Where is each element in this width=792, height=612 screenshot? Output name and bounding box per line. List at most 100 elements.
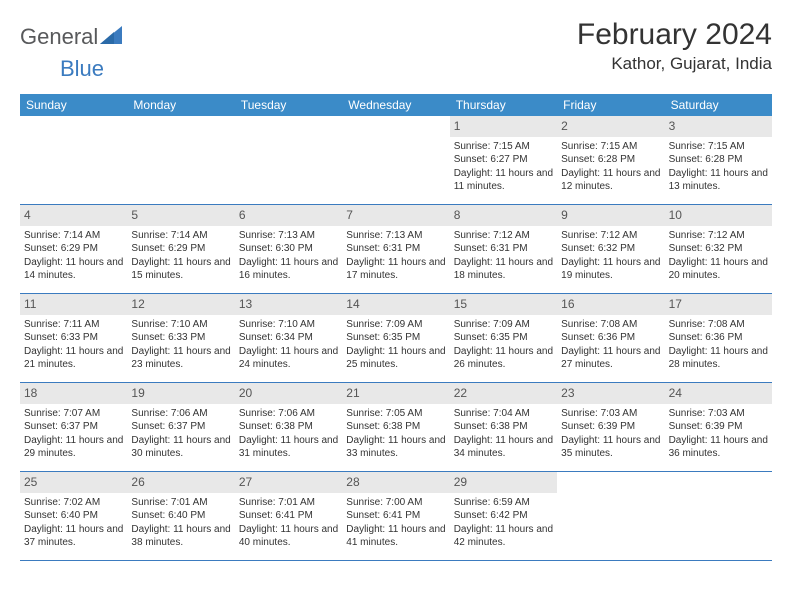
day-cell: 28Sunrise: 7:00 AMSunset: 6:41 PMDayligh…: [342, 472, 449, 560]
daylight-text: Daylight: 11 hours and 17 minutes.: [346, 256, 445, 283]
sunset-text: Sunset: 6:31 PM: [346, 242, 445, 256]
sunrise-text: Sunrise: 7:03 AM: [669, 407, 768, 421]
day-cell: 2Sunrise: 7:15 AMSunset: 6:28 PMDaylight…: [557, 116, 664, 204]
day-cell: 21Sunrise: 7:05 AMSunset: 6:38 PMDayligh…: [342, 383, 449, 471]
day-number: 2: [561, 119, 568, 133]
day-number: 17: [669, 297, 682, 311]
weeks-container: 1Sunrise: 7:15 AMSunset: 6:27 PMDaylight…: [20, 116, 772, 561]
day-number: 24: [669, 386, 682, 400]
day-number-bar: 13: [235, 294, 342, 315]
location-subtitle: Kathor, Gujarat, India: [577, 54, 772, 74]
sunset-text: Sunset: 6:28 PM: [561, 153, 660, 167]
day-cell: 15Sunrise: 7:09 AMSunset: 6:35 PMDayligh…: [450, 294, 557, 382]
sunrise-text: Sunrise: 7:12 AM: [561, 229, 660, 243]
day-cell: 4Sunrise: 7:14 AMSunset: 6:29 PMDaylight…: [20, 205, 127, 293]
day-number-bar: 20: [235, 383, 342, 404]
day-cell: 11Sunrise: 7:11 AMSunset: 6:33 PMDayligh…: [20, 294, 127, 382]
calendar-page: General February 2024 Kathor, Gujarat, I…: [0, 0, 792, 561]
day-number: 28: [346, 475, 359, 489]
brand-triangle-icon: [100, 26, 122, 49]
sunset-text: Sunset: 6:32 PM: [669, 242, 768, 256]
daylight-text: Daylight: 11 hours and 11 minutes.: [454, 167, 553, 194]
day-number: 8: [454, 208, 461, 222]
day-number: 19: [131, 386, 144, 400]
sunrise-text: Sunrise: 6:59 AM: [454, 496, 553, 510]
sunset-text: Sunset: 6:30 PM: [239, 242, 338, 256]
day-number-bar: 18: [20, 383, 127, 404]
sunrise-text: Sunrise: 7:06 AM: [239, 407, 338, 421]
day-number-bar: 29: [450, 472, 557, 493]
day-cell: 6Sunrise: 7:13 AMSunset: 6:30 PMDaylight…: [235, 205, 342, 293]
daylight-text: Daylight: 11 hours and 38 minutes.: [131, 523, 230, 550]
day-cell: [665, 472, 772, 560]
sunset-text: Sunset: 6:37 PM: [131, 420, 230, 434]
day-cell: 3Sunrise: 7:15 AMSunset: 6:28 PMDaylight…: [665, 116, 772, 204]
daylight-text: Daylight: 11 hours and 31 minutes.: [239, 434, 338, 461]
day-cell: 14Sunrise: 7:09 AMSunset: 6:35 PMDayligh…: [342, 294, 449, 382]
day-number: 16: [561, 297, 574, 311]
sunset-text: Sunset: 6:42 PM: [454, 509, 553, 523]
day-number-bar: 15: [450, 294, 557, 315]
sunset-text: Sunset: 6:37 PM: [24, 420, 123, 434]
sunrise-text: Sunrise: 7:02 AM: [24, 496, 123, 510]
sunset-text: Sunset: 6:40 PM: [24, 509, 123, 523]
day-number-bar: 27: [235, 472, 342, 493]
day-number: 22: [454, 386, 467, 400]
weekday-header: Thursday: [450, 94, 557, 116]
day-number: 18: [24, 386, 37, 400]
day-cell: 8Sunrise: 7:12 AMSunset: 6:31 PMDaylight…: [450, 205, 557, 293]
sunrise-text: Sunrise: 7:12 AM: [454, 229, 553, 243]
sunrise-text: Sunrise: 7:01 AM: [131, 496, 230, 510]
day-number-bar: 16: [557, 294, 664, 315]
day-cell: [235, 116, 342, 204]
sunset-text: Sunset: 6:31 PM: [454, 242, 553, 256]
brand-word1: General: [20, 24, 98, 50]
daylight-text: Daylight: 11 hours and 33 minutes.: [346, 434, 445, 461]
day-number: 15: [454, 297, 467, 311]
day-number: 14: [346, 297, 359, 311]
sunrise-text: Sunrise: 7:07 AM: [24, 407, 123, 421]
day-number-bar: 9: [557, 205, 664, 226]
weekday-header: Wednesday: [342, 94, 449, 116]
day-number-bar: [20, 116, 127, 120]
day-cell: 19 Sunrise: 7:06 AMSunset: 6:37 PMDayligh…: [127, 383, 234, 471]
sunset-text: Sunset: 6:35 PM: [346, 331, 445, 345]
sunrise-text: Sunrise: 7:11 AM: [24, 318, 123, 332]
day-cell: [342, 116, 449, 204]
sunrise-text: Sunrise: 7:06 AM: [131, 407, 230, 421]
day-number-bar: 1: [450, 116, 557, 137]
sunset-text: Sunset: 6:41 PM: [239, 509, 338, 523]
day-cell: 13Sunrise: 7:10 AMSunset: 6:34 PMDayligh…: [235, 294, 342, 382]
day-number-bar: 5: [127, 205, 234, 226]
sunrise-text: Sunrise: 7:14 AM: [24, 229, 123, 243]
day-number-bar: 19: [127, 383, 234, 404]
daylight-text: Daylight: 11 hours and 21 minutes.: [24, 345, 123, 372]
day-cell: 24Sunrise: 7:03 AMSunset: 6:39 PMDayligh…: [665, 383, 772, 471]
day-cell: 25Sunrise: 7:02 AMSunset: 6:40 PMDayligh…: [20, 472, 127, 560]
daylight-text: Daylight: 11 hours and 41 minutes.: [346, 523, 445, 550]
day-number: 3: [669, 119, 676, 133]
day-cell: [557, 472, 664, 560]
day-number: 10: [669, 208, 682, 222]
weekday-header: Monday: [127, 94, 234, 116]
sunset-text: Sunset: 6:27 PM: [454, 153, 553, 167]
day-number: 6: [239, 208, 246, 222]
sunrise-text: Sunrise: 7:15 AM: [669, 140, 768, 154]
sunset-text: Sunset: 6:38 PM: [239, 420, 338, 434]
weekday-header: Friday: [557, 94, 664, 116]
sunset-text: Sunset: 6:32 PM: [561, 242, 660, 256]
daylight-text: Daylight: 11 hours and 23 minutes.: [131, 345, 230, 372]
daylight-text: Daylight: 11 hours and 19 minutes.: [561, 256, 660, 283]
brand-word2: Blue: [60, 56, 104, 81]
daylight-text: Daylight: 11 hours and 30 minutes.: [131, 434, 230, 461]
weekday-header: Saturday: [665, 94, 772, 116]
daylight-text: Daylight: 11 hours and 16 minutes.: [239, 256, 338, 283]
sunset-text: Sunset: 6:33 PM: [131, 331, 230, 345]
sunset-text: Sunset: 6:36 PM: [669, 331, 768, 345]
day-number-bar: [127, 116, 234, 120]
daylight-text: Daylight: 11 hours and 36 minutes.: [669, 434, 768, 461]
calendar-grid: Sunday Monday Tuesday Wednesday Thursday…: [20, 94, 772, 561]
daylight-text: Daylight: 11 hours and 28 minutes.: [669, 345, 768, 372]
daylight-text: Daylight: 11 hours and 29 minutes.: [24, 434, 123, 461]
daylight-text: Daylight: 11 hours and 42 minutes.: [454, 523, 553, 550]
